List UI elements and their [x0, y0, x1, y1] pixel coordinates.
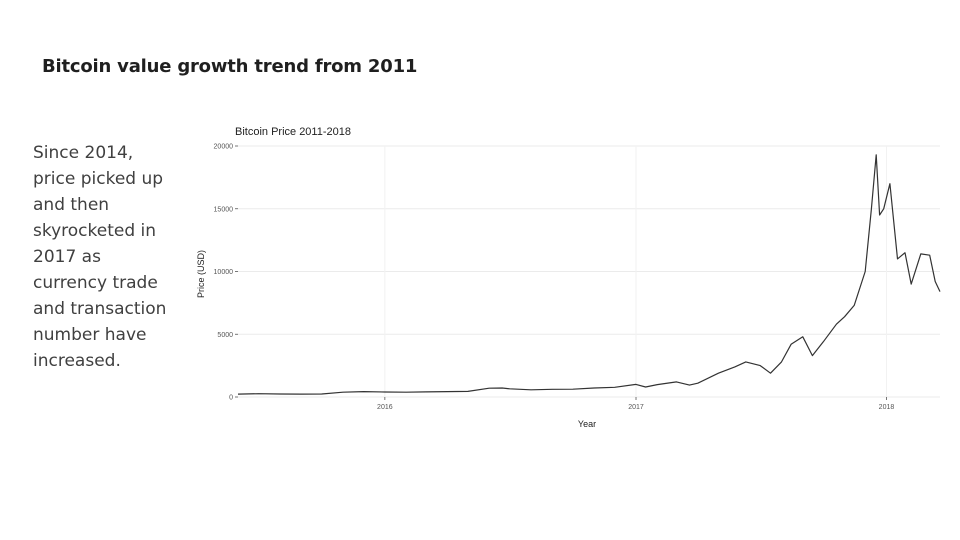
x-tick-label: 2017 [628, 404, 644, 411]
y-axis-label: Price (USD) [196, 250, 206, 298]
x-tick-label: 2018 [879, 404, 895, 411]
chart-title: Bitcoin Price 2011-2018 [235, 126, 351, 138]
y-tick-label: 10000 [214, 269, 234, 276]
y-tick-label: 15000 [214, 206, 234, 213]
x-axis-label: Year [578, 419, 596, 429]
chart-grid [238, 145, 940, 398]
x-axis-ticks: 2016 2017 2018 [377, 397, 894, 411]
y-tick-label: 5000 [217, 332, 233, 339]
y-tick-label: 20000 [214, 144, 234, 151]
y-tick-label: 0 [229, 395, 233, 402]
bitcoin-price-chart: Bitcoin Price 2011-2018 0 5000 10000 15000 2… [190, 118, 950, 436]
chart-svg: Bitcoin Price 2011-2018 0 5000 10000 15000 2… [196, 126, 941, 429]
x-tick-label: 2016 [377, 404, 393, 411]
price-line [237, 154, 941, 395]
slide-title: Bitcoin value growth trend from 2011 [42, 56, 418, 77]
slide-body-text: Since 2014, price picked up and then sky… [33, 143, 167, 371]
y-axis-ticks: 0 5000 10000 15000 20000 [214, 144, 238, 402]
